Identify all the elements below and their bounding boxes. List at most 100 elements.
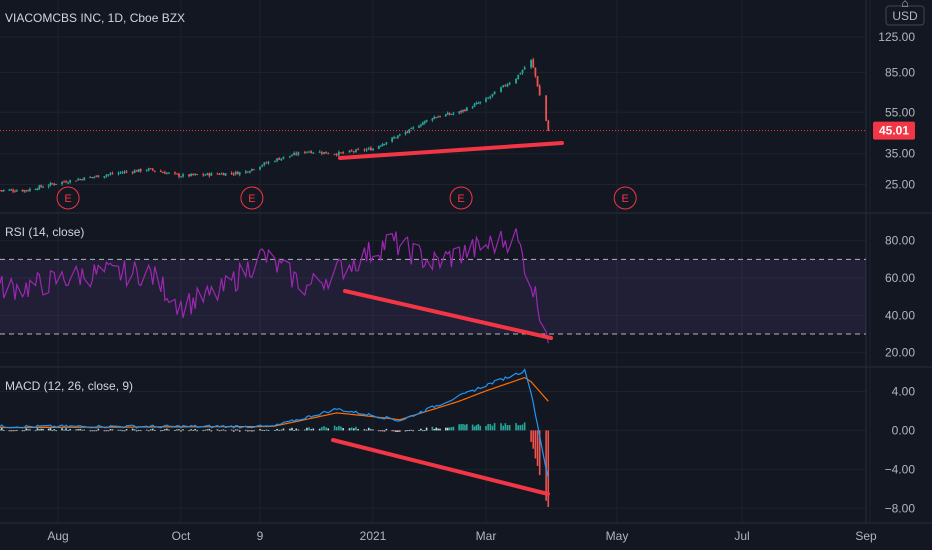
candle-body (261, 165, 264, 167)
candle-body (103, 176, 106, 178)
candle-body (487, 97, 490, 99)
candle-body (133, 170, 136, 173)
candle-body (218, 173, 221, 175)
earnings-marker[interactable] (240, 186, 264, 210)
candle-body (109, 173, 112, 175)
earnings-marker[interactable] (613, 186, 637, 210)
price-axis[interactable]: 125.00 85.00 55.00 35.00 25.00 80.00 60.00 40.0… (878, 30, 915, 515)
candle-body (282, 156, 285, 159)
candle-body (253, 169, 255, 171)
macd-histogram-bar (133, 429, 136, 431)
horizontal-grid (0, 36, 866, 509)
macd-histogram-bar (353, 428, 355, 431)
candle-body (95, 175, 98, 177)
macd-histogram-bar (312, 428, 315, 431)
candle-body (190, 173, 193, 177)
candle-body (303, 151, 306, 153)
macd-histogram-bar (377, 430, 380, 432)
macd-histogram-bar (418, 429, 420, 431)
macd-histogram-bar (308, 427, 310, 431)
candle-body (236, 172, 239, 175)
rsi-trendline[interactable] (343, 289, 553, 340)
candle-body (51, 183, 54, 185)
candle-body (220, 173, 223, 175)
macd-histogram-bar (532, 430, 535, 449)
candle-body (306, 151, 308, 153)
price-axis-label: −8.00 (885, 501, 916, 515)
candle-body (89, 176, 92, 178)
macd-histogram-bar (182, 429, 184, 431)
macd-histogram-bar (381, 430, 384, 432)
candle-body (137, 169, 140, 172)
candle-body (47, 185, 50, 187)
price-trendline[interactable] (338, 141, 564, 160)
candle-body (246, 171, 249, 173)
earnings-marker-label: E (248, 193, 255, 205)
currency-badge[interactable] (885, 5, 925, 26)
candle-body (55, 183, 58, 185)
candle-body (196, 174, 199, 176)
candle-body (538, 85, 541, 96)
macd-histogram-bar (517, 425, 520, 431)
macd-histogram-bar (21, 430, 24, 432)
macd-histogram-bar (83, 429, 86, 431)
macd-histogram-bar (180, 430, 182, 432)
macd-histogram-bar (519, 425, 522, 431)
macd-histogram-bar (77, 429, 79, 431)
candle-body (234, 171, 237, 174)
candle-body (77, 179, 80, 181)
candle-body (2, 189, 5, 191)
candle-body (131, 171, 134, 173)
macd-histogram-bar (393, 430, 395, 432)
candle-body (462, 109, 464, 112)
macd-histogram-bar (206, 429, 209, 431)
last-price-value: 45.01 (879, 124, 909, 138)
candle-body (372, 148, 374, 151)
candle-body (10, 189, 13, 191)
candle-body (337, 151, 340, 156)
macd-histogram-bar (547, 430, 550, 508)
candle-body (49, 183, 52, 186)
candle-body (446, 112, 449, 115)
macd-histogram-bar (79, 428, 81, 431)
candle-body (206, 173, 209, 175)
candle-body (340, 152, 342, 154)
macd-histogram-bar (25, 428, 27, 431)
price-axis-label: 4.00 (892, 384, 916, 398)
candle-body (521, 70, 524, 74)
macd-histogram-bar (67, 430, 69, 431)
candle-body (365, 149, 368, 151)
time-axis[interactable]: Aug Oct 9 2021 Mar May Jul Sep (47, 529, 877, 543)
candle-body (515, 78, 517, 84)
candle-body (38, 185, 41, 190)
candle-body (276, 158, 278, 161)
candle-body (320, 152, 323, 154)
candle-body (479, 101, 482, 103)
candle-body (485, 98, 487, 102)
price-axis-label: 35.00 (885, 147, 915, 161)
candle-body (444, 114, 447, 117)
candle-body (532, 59, 535, 68)
macd-histogram-bar (105, 430, 108, 432)
macd-histogram-bar (485, 425, 487, 431)
candle-body (12, 190, 14, 192)
macd-trendline[interactable] (331, 438, 550, 496)
macd-histogram-bar (166, 428, 168, 431)
earnings-marker[interactable] (56, 186, 80, 210)
candle-body (308, 151, 310, 153)
time-axis-label: Sep (855, 529, 877, 543)
macd-histogram (0, 422, 550, 508)
macd-histogram-bar (508, 425, 511, 431)
earnings-marker[interactable] (449, 186, 473, 210)
macd-histogram-bar (404, 430, 407, 432)
candle-body (8, 189, 11, 191)
macd-histogram-bar (61, 428, 63, 431)
candle-body (224, 173, 227, 176)
macd-histogram-bar (367, 427, 370, 431)
macd-histogram-bar (162, 430, 164, 431)
macd-histogram-bar (350, 427, 353, 431)
candle-body (508, 83, 511, 85)
